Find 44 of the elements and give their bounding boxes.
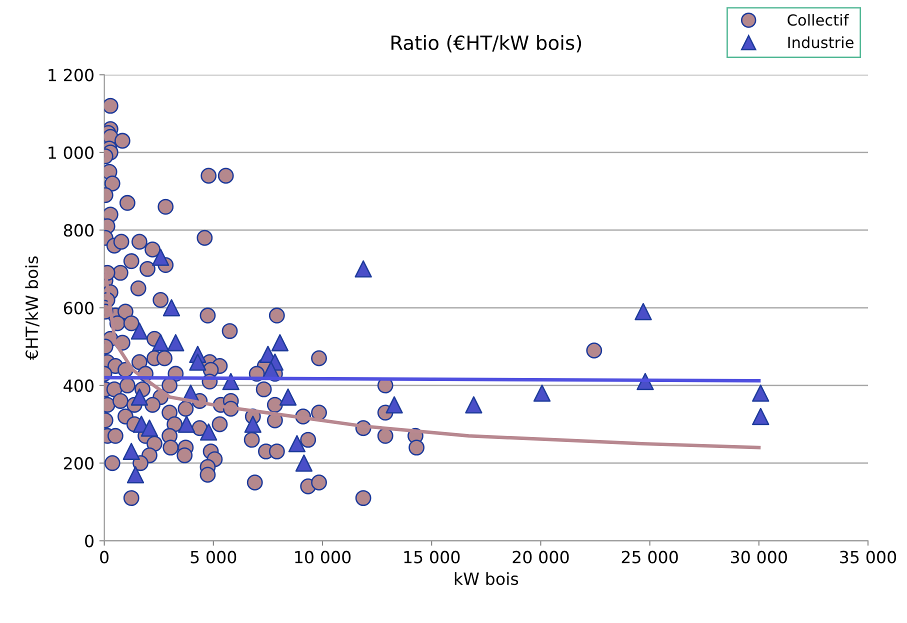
point xyxy=(122,442,140,460)
x-tick-label: 35 000 xyxy=(840,550,896,564)
x-tick-label: 10 000 xyxy=(295,550,351,564)
point xyxy=(533,384,551,402)
chart-title: Ratio (€HT/kW bois) xyxy=(392,34,582,52)
point xyxy=(354,260,372,278)
point xyxy=(271,334,289,352)
y-tick-label: 200 xyxy=(64,457,94,470)
point xyxy=(152,248,170,266)
y-tick-label: 1 000 xyxy=(48,146,94,159)
x-tick-label: 5 000 xyxy=(190,550,236,564)
point xyxy=(244,416,262,433)
legend-label: Industrie xyxy=(788,36,854,48)
y-tick-label: 800 xyxy=(64,224,94,237)
point xyxy=(288,435,306,452)
point xyxy=(130,388,148,406)
point xyxy=(162,299,180,316)
x-axis-title: kW bois xyxy=(454,572,518,586)
point xyxy=(634,303,652,320)
point xyxy=(167,334,184,352)
y-tick-label: 0 xyxy=(85,534,94,548)
point xyxy=(126,466,144,484)
y-tick-label: 600 xyxy=(64,302,94,314)
point xyxy=(189,354,206,371)
point xyxy=(752,408,770,426)
y-axis-title: €HT/kW bois xyxy=(25,256,40,360)
point xyxy=(295,454,313,472)
y-tick-label: 1 200 xyxy=(48,68,94,82)
point xyxy=(152,334,170,352)
point xyxy=(200,423,218,441)
point xyxy=(130,322,148,340)
x-tick-label: 15 000 xyxy=(404,550,460,564)
legend-label: Collectif xyxy=(788,14,850,26)
point xyxy=(386,396,403,414)
point xyxy=(140,420,158,437)
point xyxy=(465,396,482,414)
x-tick-label: 30 000 xyxy=(731,550,787,564)
x-tick-label: 20 000 xyxy=(512,550,569,564)
y-tick-label: 400 xyxy=(64,379,94,392)
x-tick-label: 0 xyxy=(100,550,108,564)
point xyxy=(178,416,196,433)
point xyxy=(752,384,770,402)
x-tick-label: 25 000 xyxy=(622,550,678,564)
point xyxy=(279,388,297,406)
